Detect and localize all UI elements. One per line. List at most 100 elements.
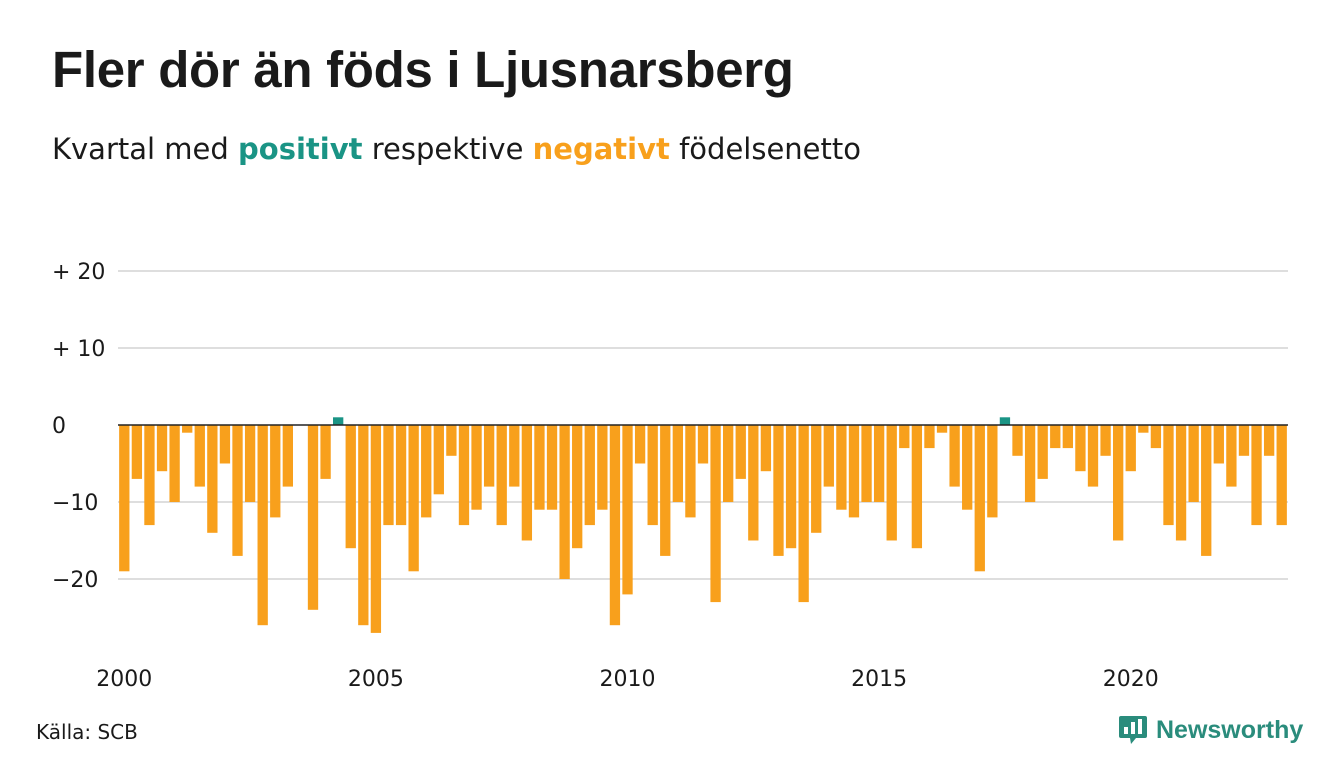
- chart-title: Fler dör än föds i Ljusnarsberg: [52, 41, 794, 98]
- x-tick-label: 2000: [96, 667, 152, 692]
- bar: [458, 425, 470, 526]
- bar: [496, 425, 507, 526]
- subtitle-positive-word: positivt: [238, 132, 363, 166]
- bar: [873, 425, 885, 502]
- logo-text: Newsworthy: [1156, 715, 1304, 744]
- bar: [1087, 425, 1099, 487]
- y-tick-label: 0: [52, 414, 66, 439]
- bar: [244, 425, 256, 502]
- bar: [811, 425, 822, 533]
- bar: [1062, 425, 1073, 449]
- source-note: Källa: SCB: [36, 720, 138, 744]
- bar: [735, 425, 746, 479]
- bar: [219, 425, 231, 464]
- bar: [509, 425, 520, 487]
- bar: [446, 425, 457, 456]
- subtitle-text-after: födelsenetto: [669, 132, 861, 166]
- y-tick-label: −10: [52, 491, 98, 516]
- bar: [333, 417, 344, 425]
- bar: [546, 425, 558, 510]
- bar: [911, 425, 923, 549]
- chart-subtitle: Kvartal med positivt respektive negativt…: [52, 132, 861, 166]
- bar: [622, 425, 633, 595]
- bar: [421, 425, 432, 518]
- bar: [723, 425, 734, 502]
- bar: [748, 425, 759, 541]
- bar: [974, 425, 985, 572]
- bar: [1251, 425, 1262, 526]
- x-tick-label: 2020: [1103, 667, 1159, 692]
- bars: [119, 417, 1287, 633]
- y-tick-label: + 10: [52, 337, 105, 362]
- bar: [697, 425, 709, 464]
- bar: [1100, 425, 1111, 456]
- bar: [1226, 425, 1237, 487]
- bar: [1175, 425, 1187, 541]
- bar: [1024, 425, 1036, 502]
- bar: [1125, 425, 1136, 472]
- bar: [1213, 425, 1224, 464]
- newsworthy-logo: Newsworthy: [1118, 714, 1303, 746]
- bar: [785, 425, 797, 549]
- bar: [131, 425, 143, 479]
- bar: [685, 425, 696, 518]
- bar: [1050, 425, 1061, 449]
- bar: [194, 425, 205, 487]
- newsworthy-bar-chart-icon: [1119, 716, 1147, 744]
- bar: [156, 425, 168, 472]
- bar: [433, 425, 444, 495]
- bar: [1113, 425, 1124, 541]
- bar: [999, 417, 1011, 425]
- bar: [710, 425, 721, 603]
- bar: [597, 425, 608, 510]
- bar: [848, 425, 860, 518]
- x-tick-label: 2015: [851, 667, 907, 692]
- bar: [861, 425, 872, 502]
- bar: [823, 425, 834, 487]
- bar: [471, 425, 482, 510]
- bar: [584, 425, 595, 526]
- bar: [798, 425, 809, 603]
- bar: [408, 425, 419, 572]
- bar: [1188, 425, 1199, 502]
- bar: [182, 425, 193, 433]
- bar: [257, 425, 268, 626]
- bar: [534, 425, 545, 510]
- bar: [836, 425, 847, 510]
- subtitle-negative-word: negativt: [532, 132, 670, 166]
- subtitle-text-middle: respektive: [362, 132, 533, 166]
- bar: [358, 425, 369, 626]
- bar: [169, 425, 180, 502]
- bar: [1263, 425, 1275, 456]
- bar: [1075, 425, 1086, 472]
- y-tick-label: −20: [52, 568, 98, 593]
- bar: [1163, 425, 1174, 526]
- bar: [370, 425, 382, 633]
- bar: [559, 425, 570, 579]
- bar: [949, 425, 960, 487]
- bar: [119, 425, 130, 572]
- bar: [572, 425, 583, 549]
- bar: [936, 425, 948, 433]
- bar: [634, 425, 646, 464]
- x-axis-labels: 2000 2005 2010 2015 2020: [96, 667, 1158, 692]
- bar: [270, 425, 281, 518]
- bar: [924, 425, 935, 449]
- bar: [899, 425, 910, 449]
- bar: [232, 425, 243, 556]
- bar: [1012, 425, 1023, 456]
- bar: [383, 425, 394, 526]
- bar: [395, 425, 407, 526]
- x-tick-label: 2010: [600, 667, 656, 692]
- bar: [483, 425, 495, 487]
- bar: [144, 425, 155, 526]
- bar: [282, 425, 293, 487]
- bar: [660, 425, 671, 556]
- bar: [307, 425, 319, 610]
- bar: [207, 425, 218, 533]
- bar: [1138, 425, 1149, 433]
- bar: [647, 425, 658, 526]
- bar: [1037, 425, 1048, 479]
- bar: [1238, 425, 1250, 456]
